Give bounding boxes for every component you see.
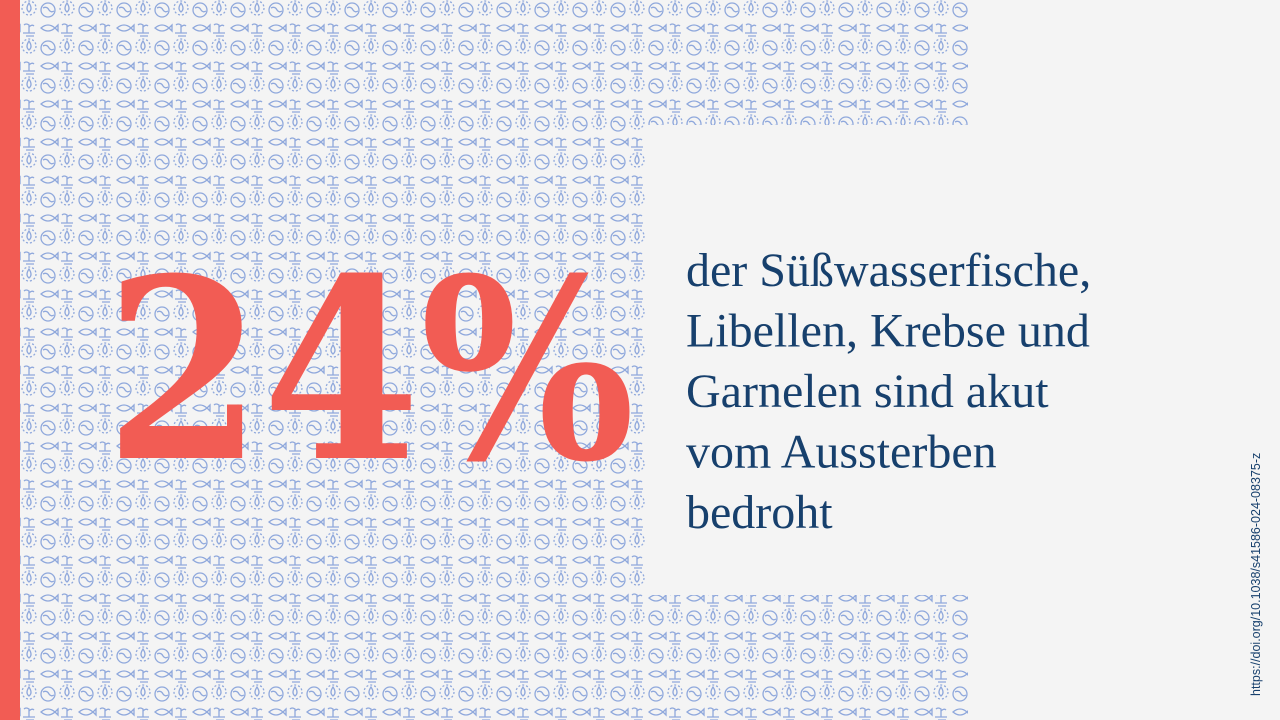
description-line: Libellen, Krebse und: [686, 305, 1090, 358]
description-line: bedroht: [686, 486, 833, 539]
right-panel: [968, 0, 1280, 720]
source: https://doi.org/10.1038/s41586-024-08375…: [1249, 453, 1263, 696]
description-line: der Süßwasserfische,: [686, 244, 1091, 297]
statistic: 24%: [105, 223, 635, 517]
text-panel: [645, 125, 968, 595]
description-line: Garnelen sind akut: [686, 365, 1049, 418]
description-line: vom Aussterben: [686, 426, 997, 479]
accent-bar: [0, 0, 20, 720]
description: der Süßwasserfische, Libellen, Krebse und…: [686, 244, 1091, 539]
